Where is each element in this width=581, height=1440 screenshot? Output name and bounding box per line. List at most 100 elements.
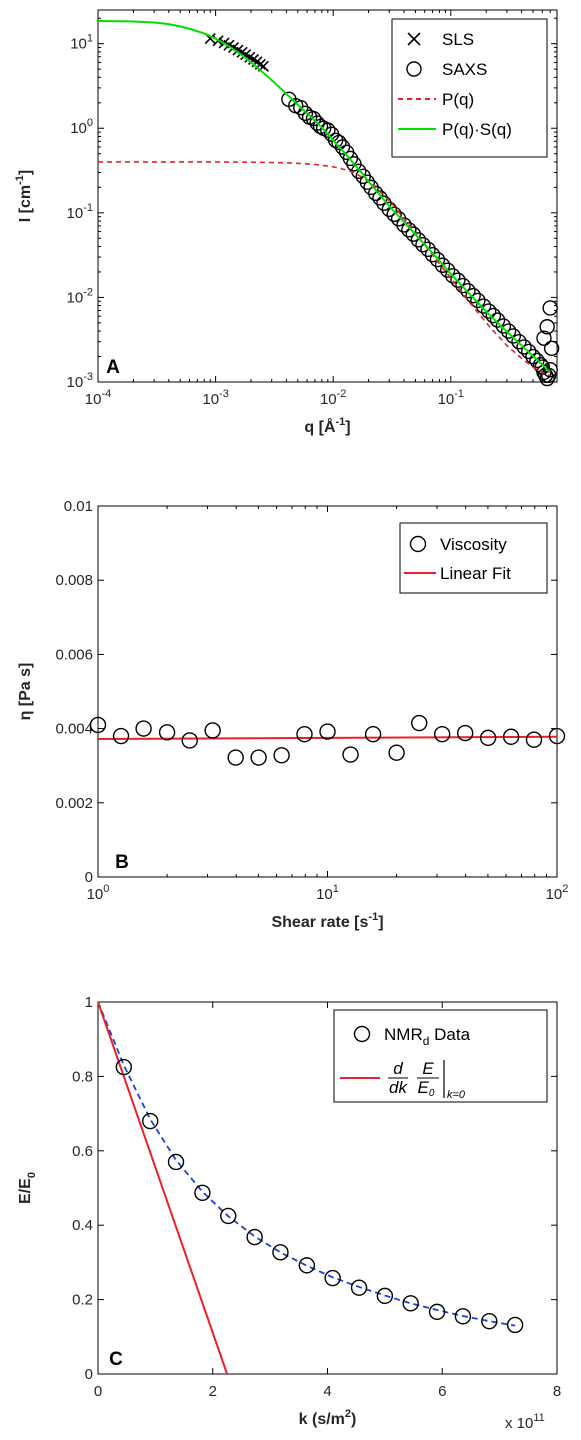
nmr-point xyxy=(298,1257,316,1274)
nmr-point xyxy=(272,1244,289,1261)
y-tick-label: 10-1 xyxy=(67,202,93,222)
tick-exponent: -1 xyxy=(83,202,93,214)
x-tick-label: 10-4 xyxy=(85,388,111,408)
multiplier-base: x 10 xyxy=(505,1415,533,1432)
x-tick-label: 4 xyxy=(323,1383,331,1400)
y-tick-label: 0 xyxy=(85,869,93,886)
saxs-point xyxy=(415,236,431,253)
saxs-point xyxy=(505,328,521,344)
nmr-point xyxy=(220,1207,237,1225)
y-label-sub: 0 xyxy=(26,1172,38,1178)
nmr-point xyxy=(481,1312,498,1330)
saxs-point xyxy=(511,333,527,350)
saxs-point xyxy=(542,300,558,316)
saxs-point xyxy=(297,105,314,122)
nmr-point xyxy=(350,1279,368,1296)
y-tick-label: 0.01 xyxy=(64,498,93,515)
y-label-main: E/E xyxy=(17,1178,34,1204)
y-label-sup: -1 xyxy=(14,175,26,185)
saxs-point xyxy=(489,312,506,328)
viscosity-point xyxy=(112,727,130,745)
x-label-end: ] xyxy=(378,914,383,931)
saxs-point xyxy=(381,201,398,218)
y-tick-label: 0.8 xyxy=(72,1068,93,1085)
x-tick-label: 101 xyxy=(316,883,339,903)
viscosity-point xyxy=(135,720,152,737)
legend-frac-d: d xyxy=(393,1059,403,1078)
viscosity-point xyxy=(342,746,359,763)
y-tick-label: 0.2 xyxy=(72,1292,93,1309)
saxs-point xyxy=(405,226,422,242)
saxs-point xyxy=(439,262,456,278)
legend-label: SAXS xyxy=(442,60,487,79)
tick-base: 10 xyxy=(67,205,84,222)
nmr-point xyxy=(115,1058,133,1076)
panel-letter: C xyxy=(109,1349,123,1370)
pqsq-line xyxy=(97,20,551,374)
x-tick-label: 0 xyxy=(94,1383,102,1400)
y-tick-label: 0.002 xyxy=(55,795,93,812)
saxs-point xyxy=(540,367,557,384)
legend-label: P(q)·S(q) xyxy=(442,120,512,139)
x-label-main: k (s/m xyxy=(299,1411,345,1428)
saxs-point xyxy=(401,222,417,238)
saxs-point xyxy=(543,340,560,357)
viscosity-point xyxy=(273,747,290,764)
saxs-point xyxy=(485,307,502,324)
viscosity-point xyxy=(250,749,267,766)
saxs-point xyxy=(334,139,351,155)
saxs-point xyxy=(516,339,532,355)
saxs-point xyxy=(480,303,497,319)
x-label-sup: 2 xyxy=(345,1408,351,1420)
tick-base: 10 xyxy=(85,391,102,408)
tick-exponent: 0 xyxy=(103,883,109,895)
tick-exponent: 1 xyxy=(87,33,93,45)
tick-base: 10 xyxy=(546,886,563,903)
legend-saxs-marker xyxy=(406,61,422,77)
tick-base: 10 xyxy=(202,391,219,408)
viscosity-point xyxy=(411,714,428,732)
x-tick-label: 2 xyxy=(209,1383,217,1400)
x-tick-label: 100 xyxy=(87,883,110,903)
y-label-main: I [cm xyxy=(17,185,34,222)
tick-base: 10 xyxy=(320,391,337,408)
saxs-point xyxy=(470,292,486,309)
tick-base: 10 xyxy=(70,120,87,137)
nmr-point xyxy=(402,1295,419,1312)
multiplier-exponent: 11 xyxy=(533,1412,544,1424)
nmr-point xyxy=(324,1269,341,1287)
y-axis-label: E/E0 xyxy=(17,1172,38,1204)
nmr-point xyxy=(167,1153,185,1171)
viscosity-point xyxy=(525,731,543,748)
panel-b-chart: 100 101 10200.0020.0040.0060.0080.01Shear … xyxy=(17,498,568,931)
panel-letter: B xyxy=(115,852,129,873)
nmr-point xyxy=(142,1112,159,1130)
saxs-point xyxy=(450,272,466,288)
fit-dashed-line xyxy=(97,1001,516,1327)
saxs-point xyxy=(495,318,512,334)
tick-exponent: 1 xyxy=(333,883,339,895)
nmr-point xyxy=(376,1287,394,1305)
nmr-point xyxy=(194,1184,211,1202)
x-label-main: q [Å xyxy=(304,417,336,436)
saxs-point xyxy=(500,323,517,339)
x-axis-label: k (s/m2) xyxy=(299,1408,357,1428)
tick-exponent: 2 xyxy=(562,883,568,895)
legend-viscosity-marker xyxy=(409,535,427,553)
legend-nmr-marker xyxy=(353,1025,371,1043)
saxs-point xyxy=(542,361,558,378)
nmr-point xyxy=(454,1308,472,1325)
nmr-point xyxy=(246,1228,263,1246)
y-axis-label: η [Pa s] xyxy=(17,663,34,721)
y-tick-label: 10-2 xyxy=(67,286,93,306)
viscosity-point xyxy=(548,727,566,745)
saxs-point xyxy=(455,277,471,294)
saxs-point xyxy=(445,268,461,284)
saxs-point xyxy=(465,287,481,304)
x-label-sup: -1 xyxy=(336,416,346,428)
viscosity-point xyxy=(204,722,221,739)
x-tick-label: 8 xyxy=(553,1383,561,1400)
